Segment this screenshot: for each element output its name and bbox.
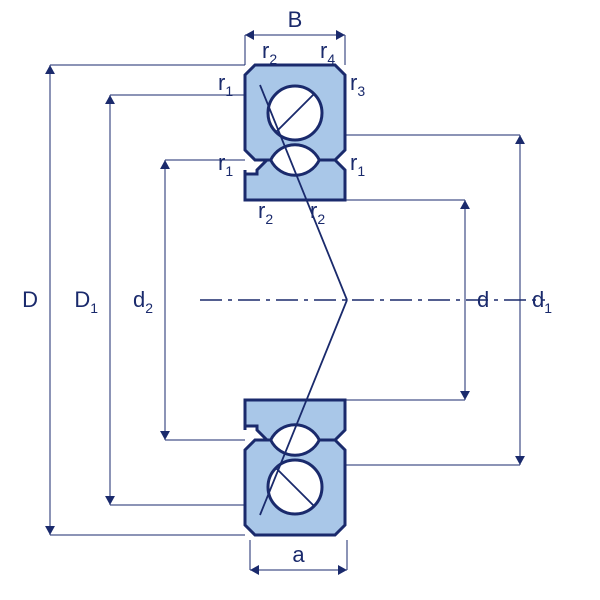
dim-label: D (22, 287, 38, 312)
dim-label: d (477, 287, 489, 312)
dim-label: B (288, 7, 303, 32)
dim-label: a (292, 542, 305, 567)
